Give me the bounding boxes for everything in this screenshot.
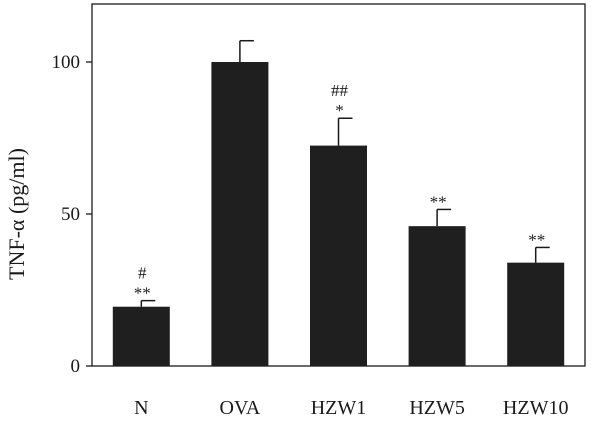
bar [408,226,466,366]
significance-mark: ** [430,192,447,211]
chart-labels: **#N OVA*##HZW1**HZW5**HZW10 [134,81,569,419]
x-tick-label: N [134,397,148,419]
x-tick-label: HZW5 [409,397,465,419]
y-axis-label: TNF-α (pg/ml) [4,148,29,280]
chart-bars [112,39,565,366]
bar [507,262,565,366]
y-tick-label: 50 [61,204,80,225]
x-tick-label: HZW1 [311,397,367,419]
significance-mark: ** [134,284,151,303]
significance-mark: ## [331,81,349,100]
x-tick-label: HZW10 [503,397,569,419]
significance-mark: ** [528,230,545,249]
significance-mark: * [335,101,344,120]
bar [310,145,367,366]
significance-mark: # [138,264,147,283]
bar [211,62,269,366]
y-tick-label: 100 [52,52,81,73]
bar [112,306,170,366]
x-tick-label: OVA [220,397,261,419]
y-tick-label: 0 [71,356,81,377]
